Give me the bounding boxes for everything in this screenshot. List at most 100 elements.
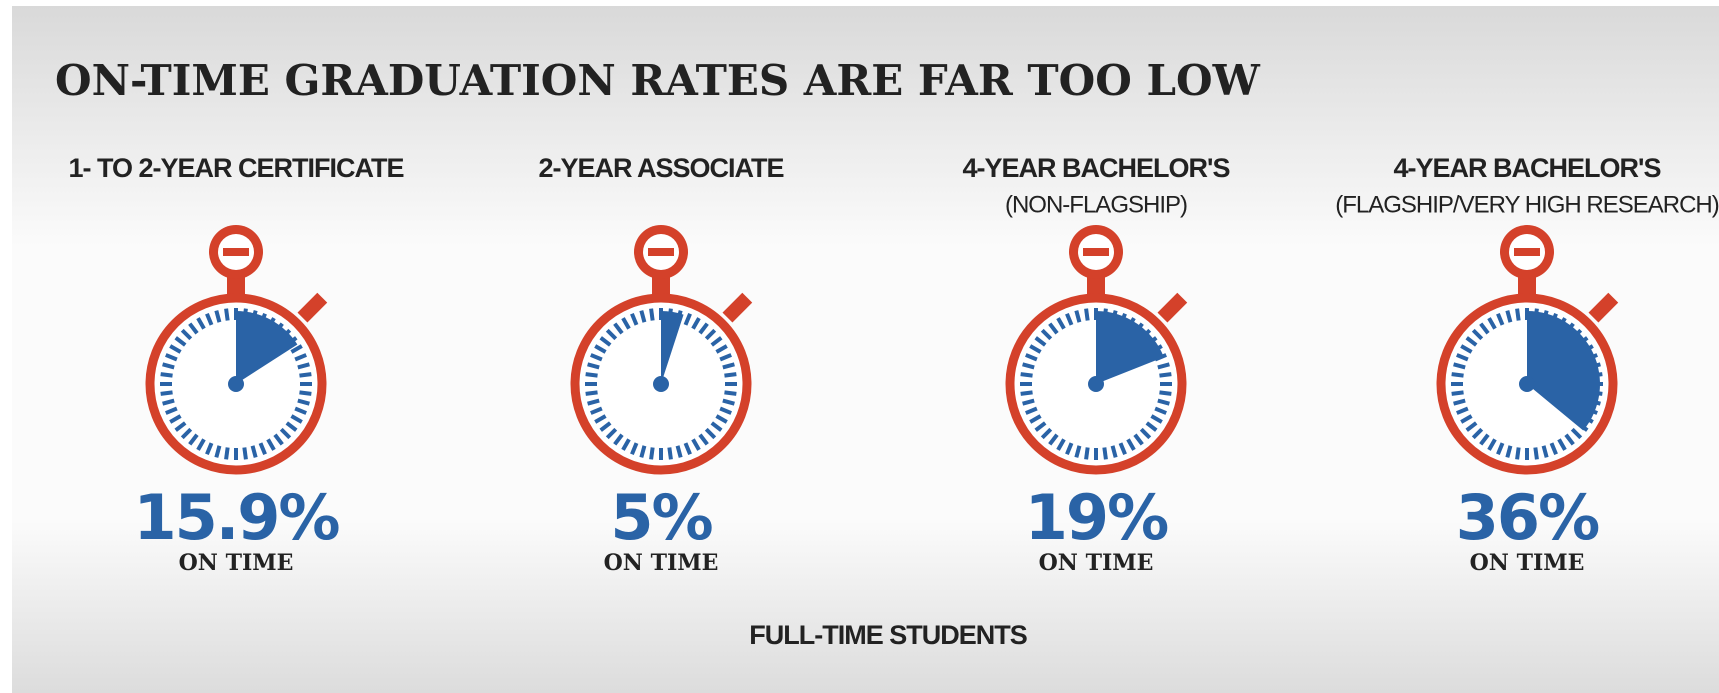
dial-tick: [675, 445, 683, 458]
dial-tick: [1533, 447, 1539, 460]
dial-tick: [1496, 313, 1505, 326]
dial-tick: [724, 372, 737, 378]
dial-tick: [1145, 421, 1158, 432]
dial-tick: [196, 317, 206, 330]
knob-bar: [1514, 248, 1540, 256]
dial-tick: [1557, 438, 1567, 451]
category-note: (NON-FLAGSHIP): [1005, 191, 1187, 218]
value-label: 5%: [610, 481, 712, 554]
dial-tick: [1074, 445, 1082, 458]
dial-tick: [1515, 447, 1521, 460]
wedge: [236, 311, 298, 384]
dial-tick: [698, 433, 709, 446]
dial-tick: [290, 414, 303, 424]
dial-tick: [290, 344, 303, 354]
dial-tick: [205, 313, 214, 326]
dial-tick: [1451, 372, 1464, 378]
dial-tick: [621, 317, 631, 330]
dial-tick: [1034, 421, 1047, 432]
dial-tick: [1133, 433, 1144, 446]
dial-tick: [165, 406, 178, 415]
dial-tick: [1465, 421, 1478, 432]
dial-tick: [710, 421, 723, 432]
dial-tick: [1025, 353, 1038, 362]
dial-tick: [1154, 406, 1167, 415]
dial-tick: [722, 398, 735, 406]
category-label: 4-YEAR BACHELOR'S: [963, 153, 1230, 183]
dial-tick: [1034, 336, 1047, 347]
dial-tick: [180, 427, 193, 440]
category-label: 2-YEAR ASSOCIATE: [538, 153, 783, 183]
dial-tick: [205, 442, 214, 455]
dial-tick: [180, 328, 193, 341]
side-button: [297, 292, 328, 323]
dial-tick: [599, 421, 612, 432]
dial-tick: [1505, 445, 1513, 458]
wedge: [661, 311, 684, 384]
dial-tick: [1022, 398, 1035, 406]
hub: [228, 376, 244, 392]
dial-tick: [719, 353, 732, 362]
dial-tick: [169, 414, 182, 424]
dial-tick: [165, 353, 178, 362]
category-label: 4-YEAR BACHELOR'S: [1394, 153, 1661, 183]
dial-tick: [1456, 353, 1469, 362]
dial-tick: [1084, 447, 1090, 460]
side-button: [722, 292, 753, 323]
dial-tick: [1029, 414, 1042, 424]
x-axis-label: FULL-TIME STUDENTS: [749, 620, 1026, 650]
category-label: 1- TO 2-YEAR CERTIFICATE: [68, 153, 403, 183]
knob-bar: [223, 248, 249, 256]
dial-tick: [1549, 442, 1558, 455]
dial-tick: [1479, 433, 1490, 446]
dial-tick: [1029, 344, 1042, 354]
dial-tick: [1453, 398, 1466, 406]
value-label: 36%: [1456, 481, 1599, 554]
dial-tick: [587, 362, 600, 370]
hub: [1088, 376, 1104, 392]
dial-tick: [1020, 372, 1033, 378]
dial-tick: [174, 421, 187, 432]
dial-tick: [1150, 414, 1163, 424]
dial-tick: [585, 390, 598, 396]
dial-tick: [162, 398, 175, 406]
dial-tick: [1056, 438, 1066, 451]
side-button: [1157, 292, 1188, 323]
knob-bar: [1083, 248, 1109, 256]
dial-tick: [1496, 442, 1505, 455]
value-caption: ON TIME: [604, 550, 719, 576]
dial-tick: [724, 390, 737, 396]
dial-tick: [1479, 322, 1490, 335]
value-caption: ON TIME: [1039, 550, 1154, 576]
dial-tick: [294, 353, 307, 362]
value-label: 15.9%: [133, 481, 339, 554]
dial-tick: [214, 445, 222, 458]
dial-tick: [613, 433, 624, 446]
dial-tick: [1570, 427, 1583, 440]
dial-tick: [266, 438, 276, 451]
dial-tick: [1157, 362, 1170, 370]
dial-tick: [1020, 390, 1033, 396]
dial-tick: [1157, 398, 1170, 406]
value-label: 19%: [1025, 481, 1168, 554]
dial-tick: [250, 445, 258, 458]
dial-tick: [160, 372, 173, 378]
dial-tick: [1159, 372, 1172, 378]
dial-tick: [188, 322, 199, 335]
dial-tick: [160, 390, 173, 396]
dial-tick: [1126, 438, 1136, 451]
value-caption: ON TIME: [179, 550, 294, 576]
dial-tick: [715, 344, 728, 354]
dial-tick: [587, 398, 600, 406]
dial-tick: [704, 427, 717, 440]
dial-tick: [162, 362, 175, 370]
dial-tick: [242, 447, 248, 460]
dial-tick: [285, 421, 298, 432]
dial-tick: [649, 447, 655, 460]
wedge: [1527, 311, 1600, 431]
dial-tick: [297, 398, 310, 406]
dial-tick: [1025, 406, 1038, 415]
dial-tick: [1074, 310, 1082, 323]
dial-tick: [1487, 438, 1497, 451]
